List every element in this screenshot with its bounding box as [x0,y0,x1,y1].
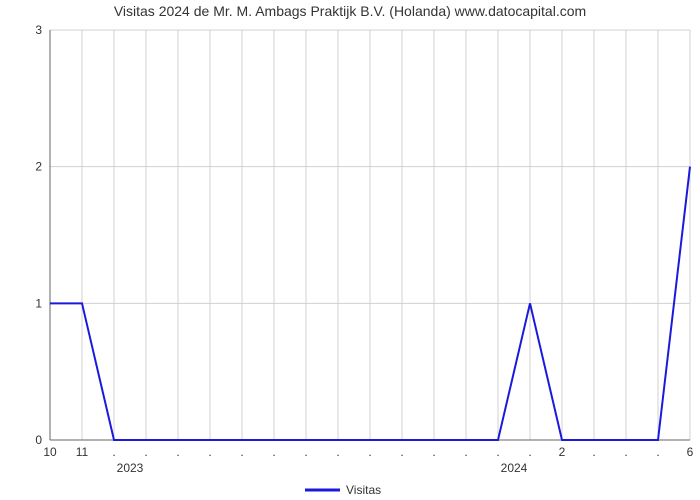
y-tick-label: 2 [35,160,42,174]
x-tick-label: . [176,445,179,459]
x-group-label: 2023 [117,461,144,475]
x-tick-label: 2 [559,445,566,459]
x-tick-label: . [112,445,115,459]
x-tick-label: . [400,445,403,459]
chart-title: Visitas 2024 de Mr. M. Ambags Praktijk B… [114,3,586,19]
x-tick-label: . [272,445,275,459]
x-tick-label: . [336,445,339,459]
line-chart: Visitas 2024 de Mr. M. Ambags Praktijk B… [0,0,700,500]
x-tick-label: . [624,445,627,459]
x-tick-label: . [592,445,595,459]
x-tick-label: . [208,445,211,459]
x-tick-label: . [144,445,147,459]
x-tick-label: 10 [43,445,57,459]
x-tick-label: . [496,445,499,459]
x-tick-label: . [528,445,531,459]
chart-container: Visitas 2024 de Mr. M. Ambags Praktijk B… [0,0,700,500]
legend-label: Visitas [346,483,381,497]
chart-background [0,0,700,500]
x-tick-label: . [464,445,467,459]
y-tick-label: 1 [35,296,42,310]
x-tick-label: . [240,445,243,459]
x-tick-label: 6 [687,445,694,459]
x-group-label: 2024 [501,461,528,475]
x-tick-label: . [432,445,435,459]
x-tick-label: 11 [76,445,89,459]
x-tick-label: . [656,445,659,459]
y-tick-label: 3 [35,23,42,37]
y-tick-label: 0 [35,433,42,447]
x-tick-label: . [368,445,371,459]
x-tick-label: . [304,445,307,459]
